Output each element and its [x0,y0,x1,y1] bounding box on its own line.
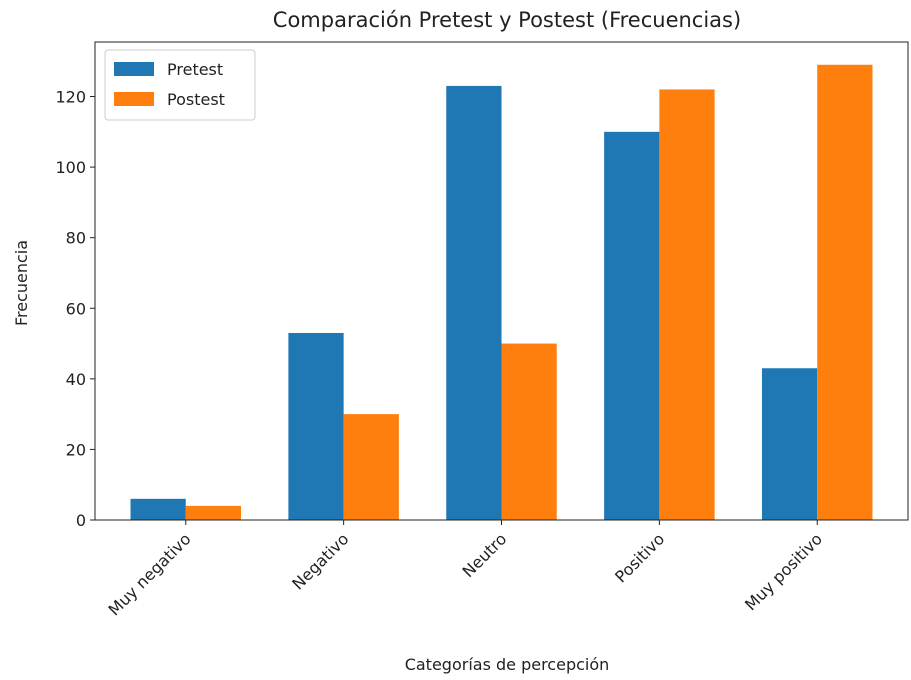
bar [446,85,502,521]
legend-swatch [114,92,154,106]
y-tick-label: 100 [55,158,86,177]
x-tick-label: Positivo [611,529,668,586]
bar [185,505,242,520]
legend-label: Pretest [167,60,223,79]
x-axis-label: Categorías de percepción [405,655,610,674]
legend-swatch [114,62,154,76]
bar [343,414,399,520]
y-tick-label: 60 [66,299,86,318]
y-tick-label: 80 [66,229,86,248]
bar [761,368,818,520]
y-tick-label: 0 [76,511,86,530]
chart-title: Comparación Pretest y Postest (Frecuenci… [273,8,741,32]
x-tick-label: Neutro [459,529,511,581]
y-axis-label: Frecuencia [12,240,31,326]
bar [130,498,186,520]
x-tick-label: Muy negativo [104,529,194,619]
y-tick-label: 40 [66,370,86,389]
bar [817,64,873,520]
legend-label: Postest [167,90,225,109]
bar [501,343,557,520]
x-tick-label: Negativo [288,529,352,593]
axes-frame [94,41,909,521]
x-tick-label: Muy positivo [741,529,826,614]
y-tick-label: 120 [55,88,86,107]
bar [604,131,660,520]
bar [288,332,344,520]
bar [659,89,715,520]
y-tick-label: 20 [66,440,86,459]
